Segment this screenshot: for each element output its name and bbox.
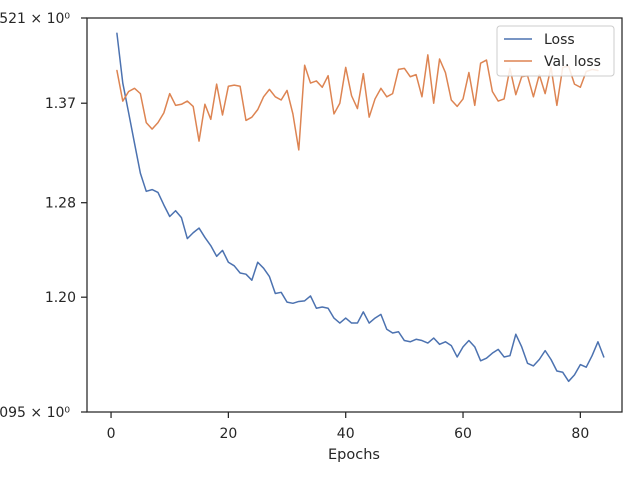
- x-tick-label: 0: [107, 426, 116, 442]
- y-tick-label: 1.28: [45, 196, 76, 212]
- x-tick-label: 40: [337, 426, 355, 442]
- y-tick-label: 1.20: [45, 290, 76, 306]
- axes-layer: 0 20 40 60 80 1.4521 × 10⁰ 1.37 1.28 1.20 1.1095 …: [0, 11, 623, 442]
- x-tick-label: 20: [219, 426, 237, 442]
- y-tick-label: 1.37: [45, 96, 76, 112]
- series-layer: [116, 32, 605, 383]
- plot-frame: [86, 17, 623, 413]
- series-line-1: [116, 54, 599, 151]
- series-line-0: [116, 32, 605, 383]
- x-tick-label: 80: [571, 426, 589, 442]
- x-axis-label: Epochs: [328, 447, 380, 463]
- y-tick-label: 1.1095 × 10⁰: [0, 405, 70, 421]
- y-tick-label: 1.4521 × 10⁰: [0, 11, 70, 27]
- x-tick-label: 60: [454, 426, 472, 442]
- legend-label-1: Val. loss: [544, 54, 601, 70]
- legend-label-0: Loss: [544, 32, 575, 48]
- legend: Loss Val. loss: [496, 25, 615, 77]
